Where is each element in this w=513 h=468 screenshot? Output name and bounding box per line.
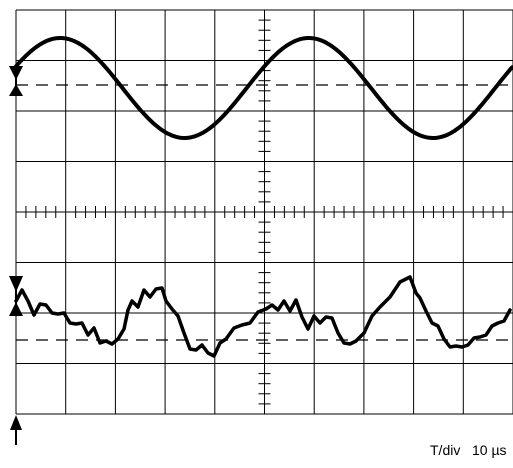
- channel-2-trace: [14, 275, 512, 358]
- channel-2-marker-arrow-icon: [9, 276, 23, 316]
- trigger-marker-arrow-icon: [10, 415, 22, 445]
- channel-1-marker-arrow-icon: [9, 66, 23, 96]
- center-axis-ticks: [25, 19, 504, 405]
- channel-1-trace: [14, 36, 513, 140]
- timebase-value: 10 µs: [472, 442, 507, 458]
- timebase-readout: T/div 10 µs: [430, 442, 507, 458]
- timebase-label: T/div: [430, 442, 461, 458]
